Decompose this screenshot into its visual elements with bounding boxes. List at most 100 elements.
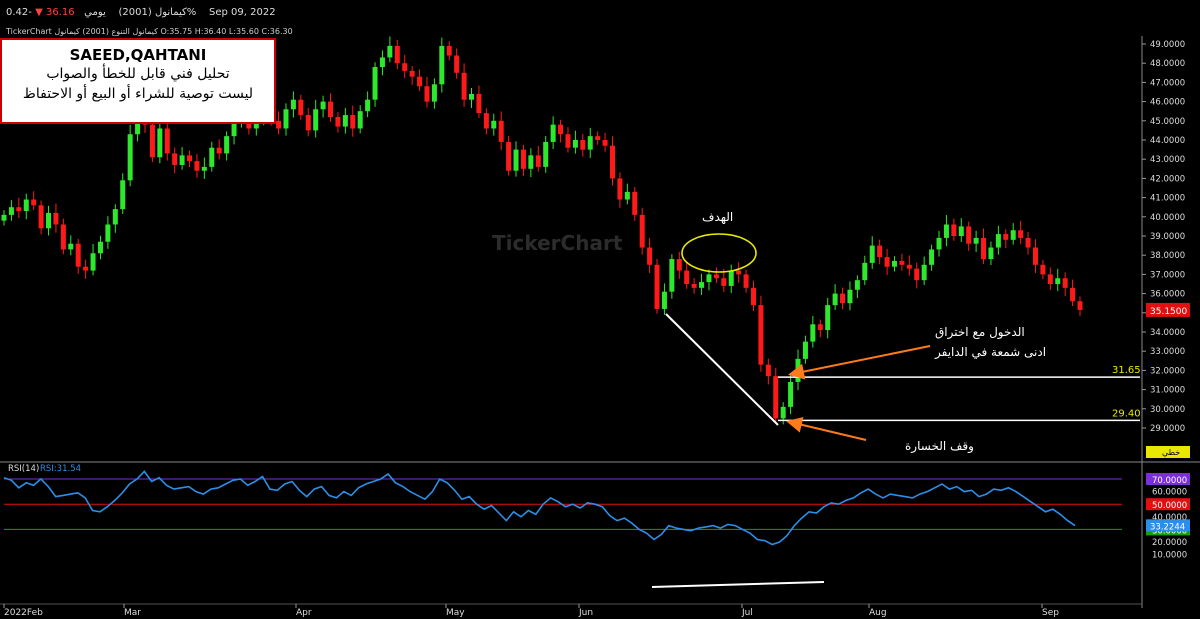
rsi-tick-label: 70.0000 — [1152, 476, 1187, 486]
candle-body — [609, 145, 615, 179]
x-tick-label: Sep — [1042, 608, 1059, 618]
candle-body — [550, 124, 556, 142]
target-ellipse — [681, 233, 757, 273]
candle-body — [431, 84, 437, 102]
candle-body — [639, 214, 645, 248]
candle-body — [728, 270, 734, 286]
rsi-line — [3, 470, 1076, 546]
candle-body — [617, 178, 623, 200]
candle-body — [68, 243, 74, 250]
entry-arrow — [788, 345, 931, 380]
candle-body — [105, 224, 111, 242]
candle-body — [75, 243, 81, 267]
candle-body — [402, 63, 408, 71]
candle-body — [276, 120, 282, 129]
last-price-tag — [1146, 302, 1190, 317]
candle-body — [365, 99, 371, 112]
candle-body — [112, 209, 118, 225]
symbol-code: (2001) — [118, 7, 152, 18]
candle-body — [53, 212, 59, 225]
candle-body — [23, 199, 29, 212]
candle-body — [877, 245, 883, 258]
candle-body — [38, 205, 44, 229]
price-tick-label: 48.0000 — [1150, 59, 1185, 69]
rsi-last-tag — [1146, 519, 1190, 532]
candle-body — [1025, 237, 1031, 248]
down-arrow-icon: ▼ — [35, 7, 43, 18]
price-tick-label: 43.0000 — [1150, 155, 1185, 165]
candle-body — [1018, 230, 1024, 238]
analyst-name: SAEED,QAHTANI — [69, 46, 207, 64]
candle-body — [439, 45, 445, 85]
candle-body — [832, 293, 838, 306]
candle-body — [476, 93, 482, 114]
analyst-badge: SAEED,QAHTANI تحليل فني قابل للخطأ والصو… — [0, 38, 276, 124]
candle-body — [60, 224, 66, 250]
price-tick-label: 31.0000 — [1150, 386, 1185, 396]
candle-body — [127, 134, 133, 181]
candle-body — [424, 86, 430, 102]
rsi-tick-label: 40.0000 — [1152, 513, 1187, 523]
candle-body — [409, 70, 415, 77]
candle-body — [328, 101, 334, 117]
candle-body — [1, 214, 7, 221]
stop-level-label: 29.40 — [1112, 408, 1141, 419]
price-tick-label: 37.0000 — [1150, 270, 1185, 280]
candle-body — [209, 147, 215, 167]
candle-body — [1032, 247, 1038, 265]
candle-body — [899, 260, 905, 265]
candle-body — [201, 166, 207, 171]
candle-body — [394, 45, 400, 64]
candle-body — [854, 280, 860, 290]
price-tick-label: 42.0000 — [1150, 174, 1185, 184]
x-tick-label: May — [446, 608, 465, 618]
candle-body — [543, 141, 549, 167]
rsi-tick-label: 30.0000 — [1152, 526, 1187, 536]
candle-body — [194, 161, 200, 171]
candle-body — [817, 324, 823, 331]
candle-body — [676, 259, 682, 271]
candle-body — [83, 266, 89, 271]
candle-body — [736, 270, 742, 275]
candle-body — [224, 136, 230, 154]
candle-body — [97, 241, 103, 254]
candle-body — [721, 278, 727, 286]
candle-body — [891, 260, 897, 267]
candle-body — [921, 264, 927, 281]
candle-body — [906, 264, 912, 269]
candle-body — [216, 147, 222, 154]
candle-body — [513, 149, 519, 171]
candle-body — [758, 305, 764, 365]
change-percent: -0.42% — [6, 7, 197, 18]
candle-body — [840, 293, 846, 304]
candle-body — [298, 99, 304, 116]
candle-body — [691, 284, 697, 288]
candle-body — [313, 109, 319, 131]
candle-body — [469, 93, 475, 100]
candle-body — [810, 324, 816, 342]
stop-arrow — [786, 416, 867, 441]
last-price: 36.16 — [45, 7, 75, 18]
price-tick-label: 30.0000 — [1150, 405, 1185, 415]
candle-body — [149, 124, 155, 158]
candle-body — [988, 247, 994, 260]
price-tick-label: 44.0000 — [1150, 136, 1185, 146]
candle-body — [624, 191, 630, 200]
candle-body — [795, 358, 801, 382]
entry-note-line-1: الدخول مع اختراق — [935, 325, 1025, 340]
candle-body — [966, 226, 972, 244]
candle-body — [929, 249, 935, 265]
candle-body — [669, 259, 675, 292]
candle-body — [780, 406, 786, 419]
candle-body — [528, 155, 534, 169]
candle-body — [31, 199, 37, 206]
candle-body — [847, 289, 853, 304]
entry-note-line-2: ادنى شمعة في الدايفر — [934, 345, 1046, 360]
candle-body — [372, 67, 378, 100]
candle-body — [869, 245, 875, 263]
candle-body — [914, 268, 920, 281]
candle-body — [283, 109, 289, 129]
candle-body — [661, 291, 667, 309]
candle-body — [647, 247, 653, 265]
